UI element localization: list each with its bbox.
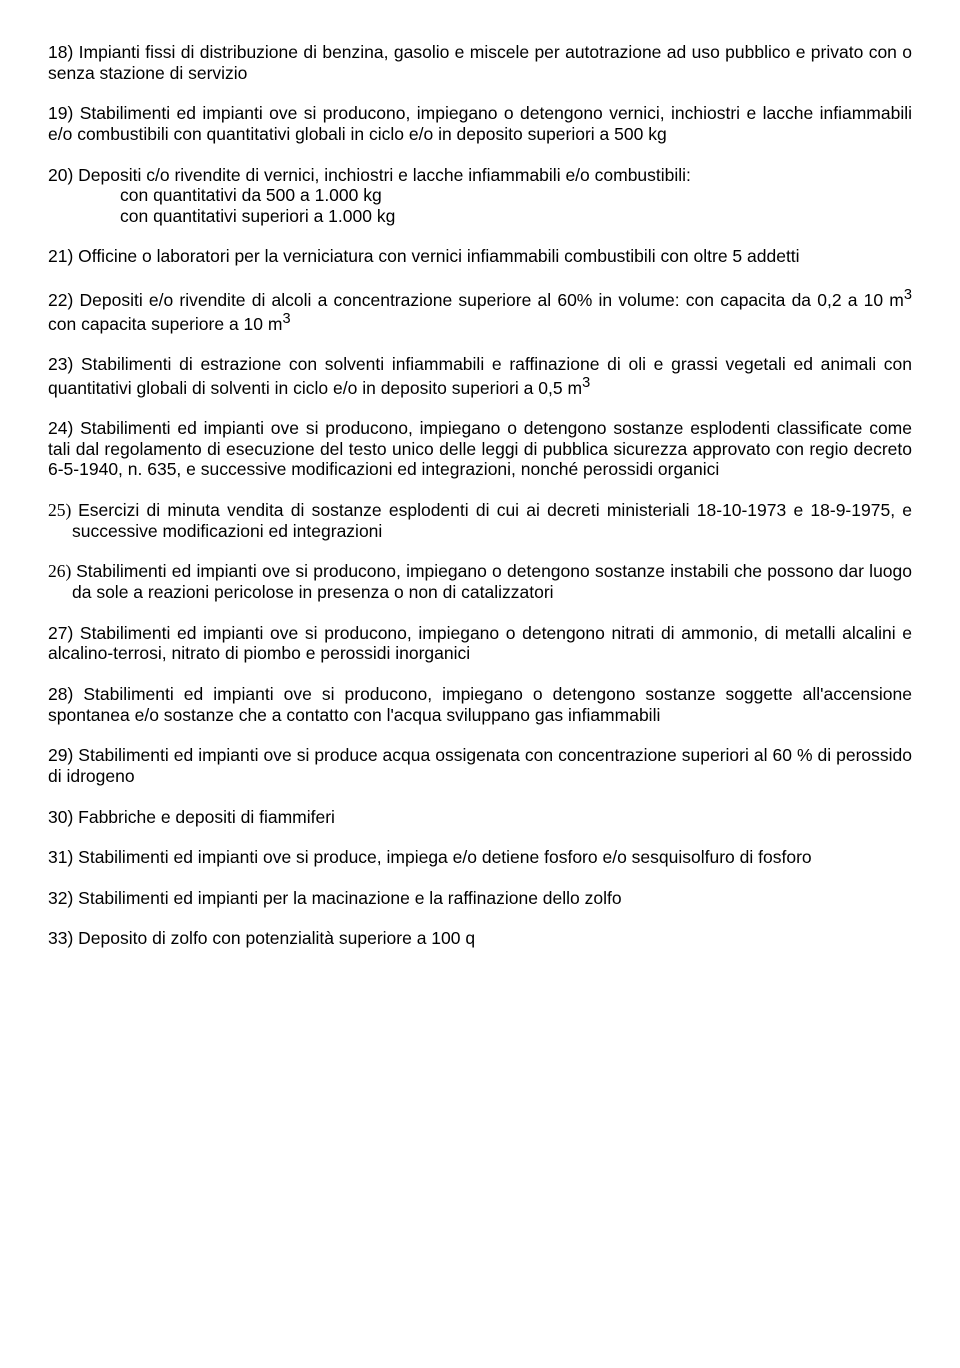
item-22: 22) Depositi e/o rivendite di alcoli a c… — [48, 287, 912, 334]
superscript-3: 3 — [282, 311, 290, 327]
item-20: 20) Depositi c/o rivendite di vernici, i… — [48, 165, 912, 227]
item-21: 21) Officine o laboratori per la vernici… — [48, 246, 912, 267]
item-25-text: Esercizi di minuta vendita di sostanze e… — [72, 500, 912, 541]
item-24: 24) Stabilimenti ed impianti ove si prod… — [48, 418, 912, 480]
item-26: 26) Stabilimenti ed impianti ove si prod… — [48, 561, 912, 602]
item-30: 30) Fabbriche e depositi di fiammiferi — [48, 807, 912, 828]
item-23-text: 23) Stabilimenti di estrazione con solve… — [48, 354, 912, 397]
item-22-text-a: 22) Depositi e/o rivendite di alcoli a c… — [48, 290, 904, 310]
item-20-intro: 20) Depositi c/o rivendite di vernici, i… — [48, 165, 912, 186]
item-20-sub2: con quantitativi superiori a 1.000 kg — [48, 206, 912, 227]
superscript-3: 3 — [904, 287, 912, 303]
item-22-text-b: con capacita superiore a 10 m — [48, 313, 282, 333]
item-25: 25) Esercizi di minuta vendita di sostan… — [48, 500, 912, 541]
item-23: 23) Stabilimenti di estrazione con solve… — [48, 354, 912, 398]
item-25-number: 25) — [48, 500, 78, 520]
superscript-3: 3 — [582, 375, 590, 391]
item-33: 33) Deposito di zolfo con potenzialità s… — [48, 928, 912, 949]
item-26-number: 26) — [48, 561, 76, 581]
item-28: 28) Stabilimenti ed impianti ove si prod… — [48, 684, 912, 725]
item-31: 31) Stabilimenti ed impianti ove si prod… — [48, 847, 912, 868]
item-32: 32) Stabilimenti ed impianti per la maci… — [48, 888, 912, 909]
item-20-sub1: con quantitativi da 500 a 1.000 kg — [48, 185, 912, 206]
item-18: 18) Impianti fissi di distribuzione di b… — [48, 42, 912, 83]
item-26-text: Stabilimenti ed impianti ove si producon… — [72, 561, 912, 602]
item-27: 27) Stabilimenti ed impianti ove si prod… — [48, 623, 912, 664]
item-29: 29) Stabilimenti ed impianti ove si prod… — [48, 745, 912, 786]
item-19: 19) Stabilimenti ed impianti ove si prod… — [48, 103, 912, 144]
